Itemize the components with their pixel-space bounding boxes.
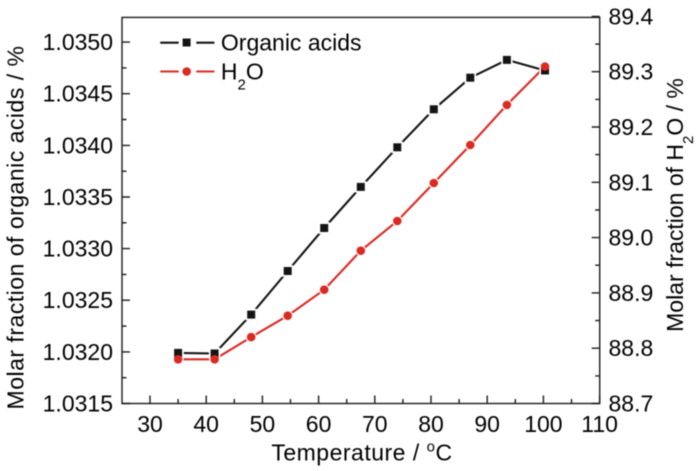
svg-text:110: 110 xyxy=(581,411,618,437)
svg-text:88.9: 88.9 xyxy=(609,280,654,306)
svg-text:1.0340: 1.0340 xyxy=(43,132,113,158)
svg-text:1.0335: 1.0335 xyxy=(43,184,113,210)
svg-text:89.2: 89.2 xyxy=(609,114,654,140)
svg-text:60: 60 xyxy=(306,411,332,437)
svg-text:80: 80 xyxy=(418,411,444,437)
svg-text:88.8: 88.8 xyxy=(609,335,654,361)
svg-text:1.0350: 1.0350 xyxy=(43,29,113,55)
svg-text:88.7: 88.7 xyxy=(609,391,654,417)
svg-text:50: 50 xyxy=(250,411,276,437)
svg-text:70: 70 xyxy=(362,411,388,437)
svg-text:40: 40 xyxy=(193,411,219,437)
svg-text:1.0315: 1.0315 xyxy=(43,391,113,417)
svg-text:100: 100 xyxy=(524,411,562,437)
svg-text:1.0325: 1.0325 xyxy=(43,287,113,313)
svg-text:89.1: 89.1 xyxy=(609,169,654,195)
svg-text:89.4: 89.4 xyxy=(609,3,654,29)
svg-text:Temperature / oC: Temperature / oC xyxy=(271,438,452,465)
svg-text:90: 90 xyxy=(474,411,500,437)
svg-text:1.0330: 1.0330 xyxy=(43,236,113,262)
svg-text:89.3: 89.3 xyxy=(609,59,654,85)
svg-text:Molar fraction of organic acid: Molar fraction of organic acids / % xyxy=(3,46,29,410)
svg-text:1.0345: 1.0345 xyxy=(43,81,113,107)
svg-text:1.0320: 1.0320 xyxy=(43,339,113,365)
svg-text:Organic acids: Organic acids xyxy=(221,29,362,55)
svg-text:89.0: 89.0 xyxy=(609,225,654,251)
svg-text:30: 30 xyxy=(137,411,163,437)
